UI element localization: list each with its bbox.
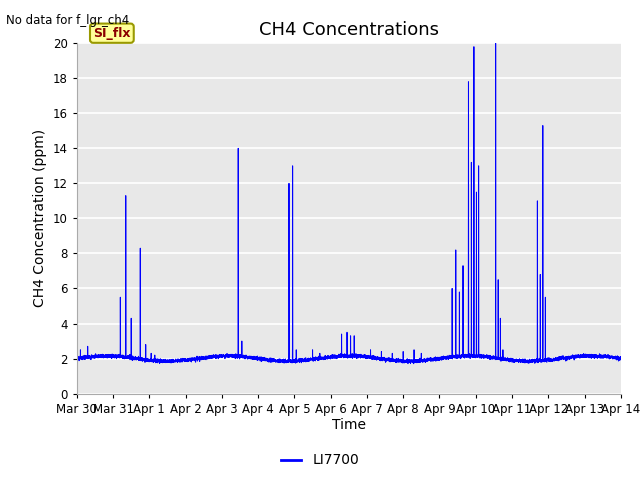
Text: SI_flx: SI_flx [93, 27, 131, 40]
Title: CH4 Concentrations: CH4 Concentrations [259, 21, 439, 39]
LI7700 [276, 357, 284, 362]
LI7700 [492, 40, 499, 46]
Y-axis label: CH4 Concentration (ppm): CH4 Concentration (ppm) [33, 129, 47, 308]
LI7700 [184, 356, 191, 362]
LI7700 [410, 361, 417, 367]
LI7700 [189, 357, 197, 362]
LI7700 [73, 357, 81, 362]
Legend: LI7700: LI7700 [275, 448, 365, 473]
LI7700 [424, 358, 431, 363]
LI7700 [501, 355, 509, 361]
Line: LI7700: LI7700 [77, 43, 621, 364]
LI7700 [617, 356, 625, 361]
X-axis label: Time: Time [332, 419, 366, 432]
LI7700 [615, 355, 623, 361]
Text: No data for f_lgr_ch4: No data for f_lgr_ch4 [6, 14, 130, 27]
